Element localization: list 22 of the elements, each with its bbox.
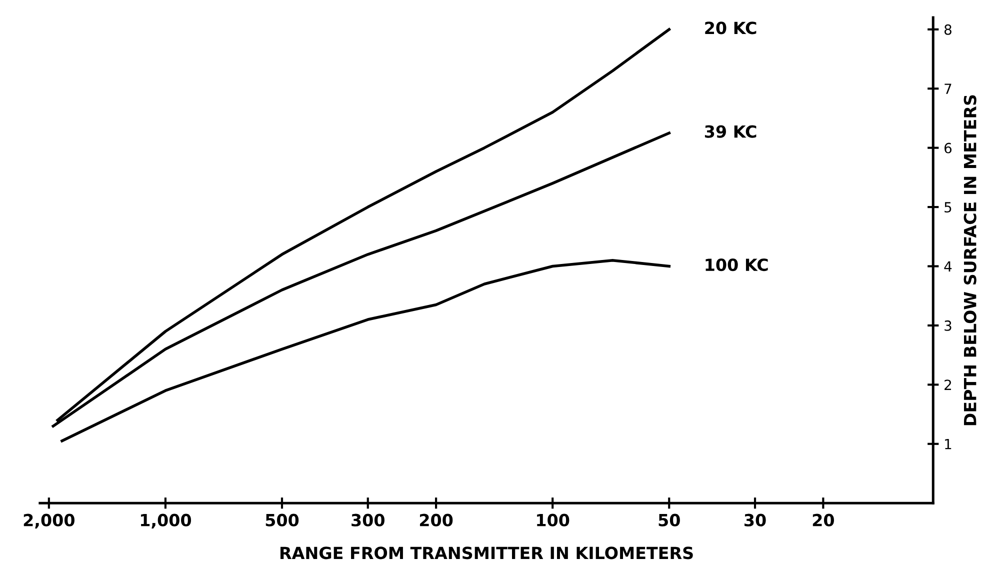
text: 20 KC bbox=[705, 22, 756, 34]
y-tick-label: 1 bbox=[945, 439, 952, 450]
x-tick-label: 2,000 bbox=[24, 514, 74, 529]
y-tick-label: 4 bbox=[944, 261, 952, 272]
x-tick-label: 300 bbox=[352, 514, 384, 526]
x-tick-label: 50 bbox=[658, 514, 680, 526]
x-axis-title: RANGE FROM TRANSMITTER IN KILOMETERS bbox=[280, 546, 693, 560]
x-tick-label: 1,000 bbox=[140, 514, 192, 529]
y-tick-label: 7 bbox=[944, 84, 952, 94]
text: 100 KC bbox=[706, 258, 768, 272]
y-axis-title: DEPTH BELOW SURFACE IN METERS bbox=[964, 95, 976, 426]
y-tick-label: 2 bbox=[944, 380, 951, 390]
x-tick-label: 20 bbox=[812, 514, 834, 526]
x-tick-label: 100 bbox=[537, 514, 570, 526]
y-tick-label: 3 bbox=[944, 320, 952, 331]
text: 39 KC bbox=[704, 125, 756, 138]
y-tick-label: 6 bbox=[944, 142, 952, 154]
x-tick-label: 30 bbox=[744, 514, 766, 526]
y-tick-label: 5 bbox=[944, 202, 952, 213]
x-tick-label: 200 bbox=[420, 514, 453, 526]
x-tick-label: 500 bbox=[266, 514, 299, 526]
y-tick-label: 8 bbox=[944, 24, 952, 35]
